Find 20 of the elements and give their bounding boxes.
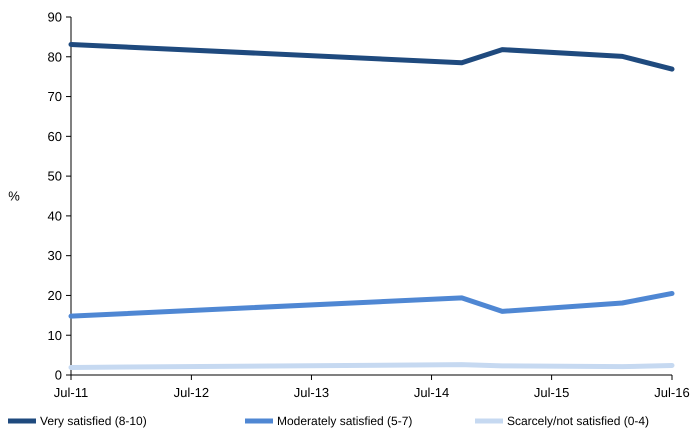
y-tick-label: 60: [48, 128, 62, 144]
legend-label: Moderately satisfied (5-7): [277, 414, 412, 428]
x-tick-label: Jul-11: [54, 385, 88, 400]
y-tick-label: 40: [48, 208, 62, 224]
y-tick-label: 20: [48, 288, 62, 303]
legend-label: Scarcely/not satisfied (0-4): [507, 414, 650, 428]
y-tick-label: 0: [54, 368, 62, 383]
x-tick-label: Jul-14: [414, 385, 450, 400]
legend-label: Very satisfied (8-10): [40, 414, 147, 428]
x-tick-label: Jul-13: [294, 385, 330, 400]
y-tick-label: 30: [48, 248, 62, 264]
y-tick-label: 70: [48, 89, 62, 104]
y-axis-title: %: [8, 188, 20, 204]
y-tick-label: 90: [48, 10, 62, 25]
x-tick-label: Jul-16: [654, 385, 690, 400]
y-tick-label: 80: [48, 49, 62, 64]
y-tick-label: 10: [48, 328, 62, 343]
y-tick-label: 50: [48, 168, 62, 184]
x-tick-label: Jul-15: [534, 385, 570, 400]
x-tick-label: Jul-12: [174, 385, 210, 400]
